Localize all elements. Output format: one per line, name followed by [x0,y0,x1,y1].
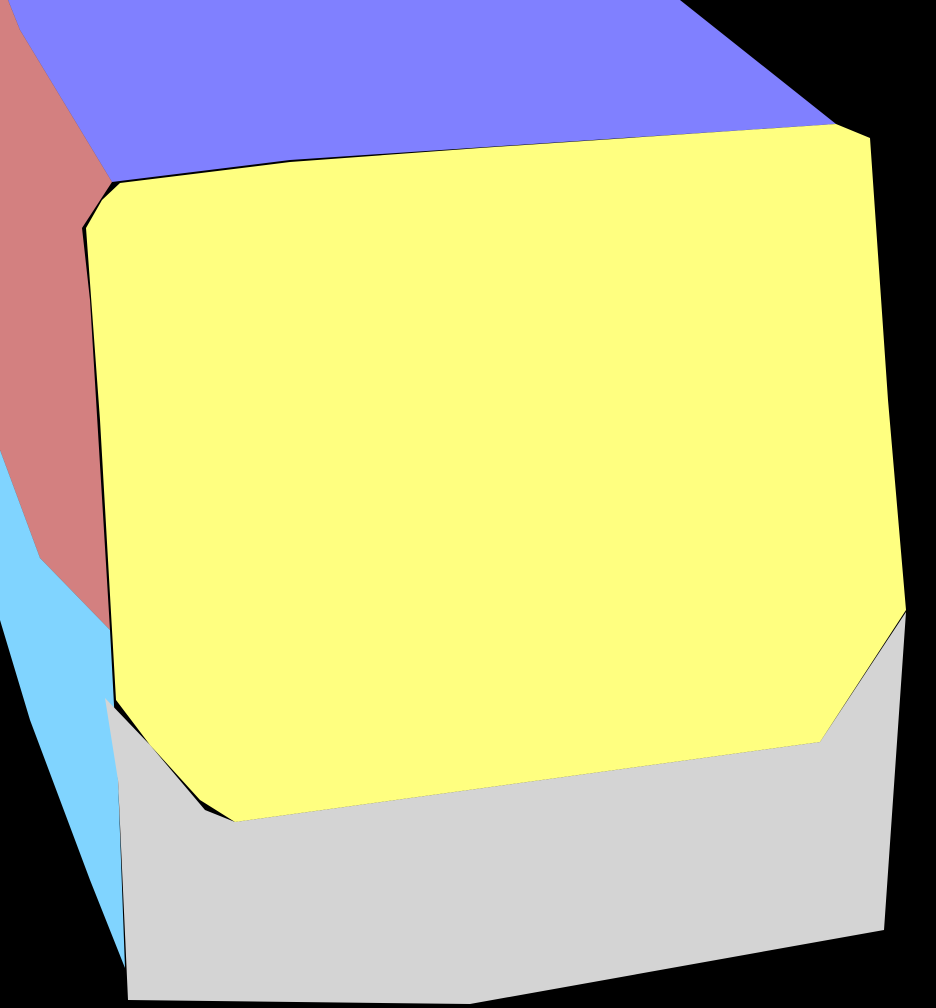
cube-face-left-upper[interactable] [0,0,112,630]
cube-face-front[interactable] [86,124,906,822]
cube-face-left-lower[interactable] [0,450,125,968]
cube-face-top[interactable] [8,0,836,182]
cube-face-bottom[interactable] [105,612,906,1004]
